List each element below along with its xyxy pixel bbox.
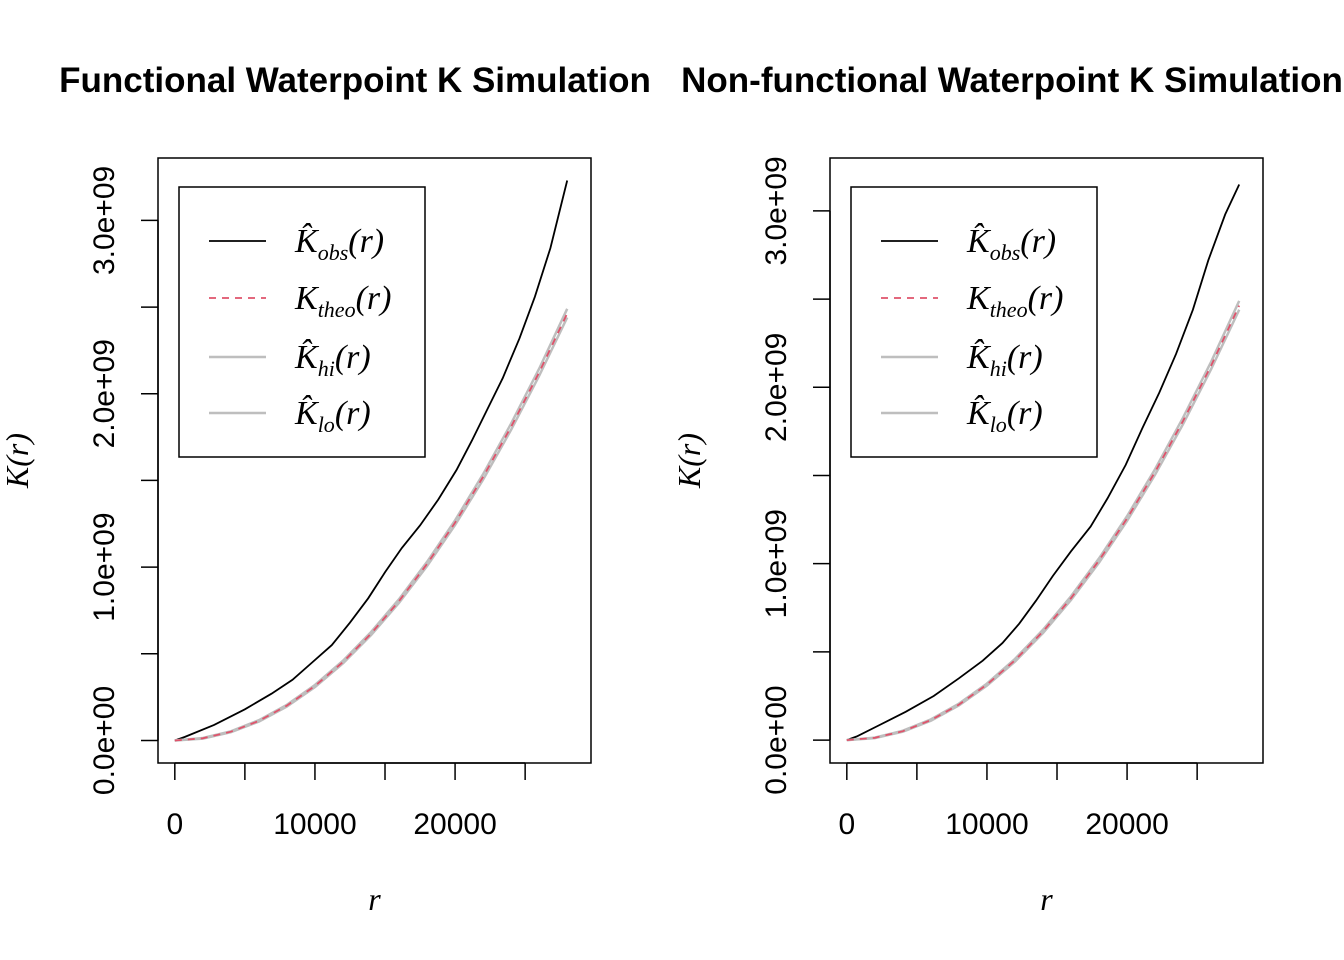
legend-label-obs: K̂obs(r) [966, 223, 1056, 265]
x-tick-label: 20000 [1085, 808, 1168, 841]
x-tick-label: 10000 [945, 808, 1028, 841]
legend-label-hi: K̂hi(r) [966, 339, 1043, 381]
legend-label-theo: Ktheo(r) [294, 280, 391, 322]
series-line-obs [846, 184, 1241, 741]
y-tick-label: 0.0e+00 [760, 685, 793, 794]
series-line-theo [846, 305, 1241, 741]
legend-label-obs: K̂obs(r) [294, 223, 384, 265]
legend-label-lo: K̂lo(r) [966, 395, 1043, 437]
legend-label-hi: K̂hi(r) [294, 339, 371, 381]
x-tick-label: 20000 [413, 808, 496, 841]
series-line-theo [174, 313, 569, 742]
y-tick-label: 2.0e+09 [88, 339, 121, 448]
y-tick-label: 0.0e+00 [88, 686, 121, 795]
y-tick-label: 3.0e+09 [760, 156, 793, 265]
panel-non-functional: Non-functional Waterpoint K Simulation 0 1… [671, 61, 1343, 917]
x-axis-label: r [1040, 881, 1053, 917]
x-tick-label: 0 [838, 808, 855, 841]
chart-title: Non-functional Waterpoint K Simulation [681, 61, 1343, 100]
y-axis-label: K(r) [0, 433, 35, 489]
x-tick-label: 0 [166, 808, 183, 841]
y-tick-label: 2.0e+09 [760, 333, 793, 442]
panel-functional: Functional Waterpoint K Simulation 0 10000… [0, 61, 651, 917]
x-tick-label: 10000 [273, 808, 356, 841]
legend-label-theo: Ktheo(r) [966, 280, 1063, 322]
y-tick-label: 3.0e+09 [88, 166, 121, 275]
y-tick-label: 1.0e+09 [88, 512, 121, 621]
y-axis-label: K(r) [671, 433, 707, 489]
x-axis-label: r [368, 881, 381, 917]
series-line-obs [174, 180, 569, 742]
legend-label-lo: K̂lo(r) [294, 395, 371, 437]
y-tick-label: 1.0e+09 [760, 509, 793, 618]
chart-title: Functional Waterpoint K Simulation [59, 61, 651, 100]
